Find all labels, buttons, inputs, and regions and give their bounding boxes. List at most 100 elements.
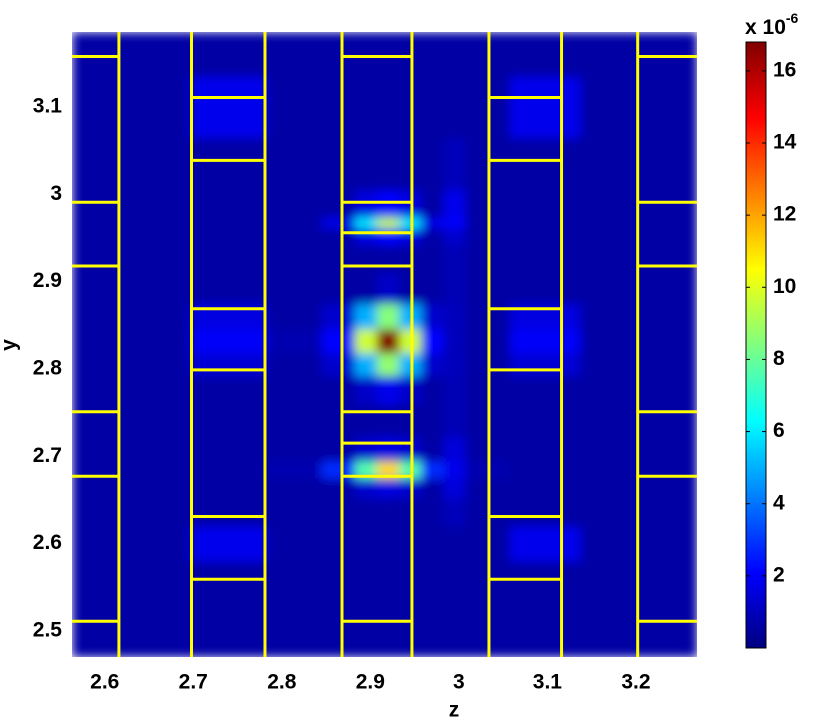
x-tick-label: 2.8 (267, 671, 297, 694)
heat-cell (421, 189, 444, 218)
heat-cell (72, 76, 115, 139)
heat-cell (376, 328, 400, 354)
colorbar-exponent: -6 (786, 10, 799, 26)
heat-cell (443, 478, 467, 499)
heat-cell (509, 217, 582, 229)
heat-cell (443, 217, 467, 229)
heat-cell (266, 375, 323, 405)
heat-cell (376, 613, 400, 657)
heat-cell (113, 244, 192, 274)
heat-cell (113, 352, 192, 377)
heat-cell (421, 328, 444, 354)
heat-cell (354, 227, 378, 246)
heat-cell (191, 244, 267, 274)
heat-cell (321, 227, 356, 246)
heat-cell (376, 189, 400, 218)
x-tick-label: 3 (453, 671, 465, 694)
heat-cell (580, 403, 655, 438)
heat-cell (191, 217, 267, 229)
y-tick-label: 2.7 (33, 444, 62, 467)
heat-cell (72, 227, 115, 246)
heat-cell (421, 375, 444, 405)
heat-cell (321, 460, 356, 479)
x-tick-label: 2.6 (90, 671, 119, 694)
heat-cell (376, 244, 400, 274)
heat-cell (509, 460, 582, 479)
heat-cell (653, 403, 697, 438)
heat-cell (266, 137, 323, 191)
heat-cell (354, 328, 378, 354)
colorbar-tick-label: 8 (773, 347, 785, 370)
heat-cell (580, 497, 655, 527)
heat-cell (72, 32, 115, 78)
heat-cell (580, 137, 655, 191)
heat-cell (421, 217, 444, 229)
heat-cell (72, 460, 115, 479)
heat-cell (443, 137, 467, 191)
heat-cell (443, 328, 467, 354)
heat-cell (421, 272, 444, 305)
heat-cell (653, 189, 697, 218)
heat-cell (376, 526, 400, 562)
heat-cell (376, 272, 400, 305)
heat-cell (191, 460, 267, 479)
heat-cell (509, 352, 582, 377)
heatmap (72, 32, 697, 657)
heat-cell (443, 189, 467, 218)
heat-cell (354, 436, 378, 462)
y-tick-label: 2.8 (33, 356, 63, 379)
heat-cell (113, 303, 192, 330)
heat-cell (443, 244, 467, 274)
heat-cell (266, 244, 323, 274)
heat-cell (72, 526, 115, 562)
heat-cell (72, 560, 115, 614)
heat-cell (72, 497, 115, 527)
heat-cell (266, 560, 323, 614)
x-tick-label: 2.7 (179, 671, 208, 694)
heat-cell (443, 403, 467, 438)
heat-cell (191, 478, 267, 499)
heat-cell (509, 375, 582, 405)
heat-cell (354, 189, 378, 218)
heat-cell (113, 560, 192, 614)
heat-cell (354, 244, 378, 274)
heat-cell (509, 436, 582, 462)
y-tick-label: 3.1 (33, 95, 63, 118)
heat-cell (72, 328, 115, 354)
colorbar (745, 41, 767, 649)
colorbar-title-base: x 10 (745, 16, 786, 39)
heat-cell (653, 244, 697, 274)
heat-cell (580, 560, 655, 614)
heat-cell (376, 403, 400, 438)
heat-cell (376, 352, 400, 377)
heat-cell (653, 303, 697, 330)
heat-cell (113, 497, 192, 527)
heat-cell (653, 436, 697, 462)
heat-cell (443, 560, 467, 614)
heat-cell (113, 403, 192, 438)
heat-cell (266, 403, 323, 438)
y-axis-label: y (0, 339, 21, 351)
heat-cell (376, 460, 400, 479)
heat-cell (443, 526, 467, 562)
heat-cell (72, 403, 115, 438)
heat-cell (421, 76, 444, 139)
heat-cell (421, 352, 444, 377)
heat-cell (580, 526, 655, 562)
heat-cell (421, 613, 444, 657)
heat-cell (653, 227, 697, 246)
heat-cell (321, 189, 356, 218)
heat-cell (191, 497, 267, 527)
heat-cell (421, 137, 444, 191)
heat-cell (191, 403, 267, 438)
heat-cell (113, 613, 192, 657)
heat-cell (354, 613, 378, 657)
heat-cell (72, 478, 115, 499)
heat-cell (113, 526, 192, 562)
heat-cell (653, 375, 697, 405)
heat-cell (191, 526, 267, 562)
heat-cell (443, 303, 467, 330)
heat-cell (653, 328, 697, 354)
heat-cell (653, 478, 697, 499)
